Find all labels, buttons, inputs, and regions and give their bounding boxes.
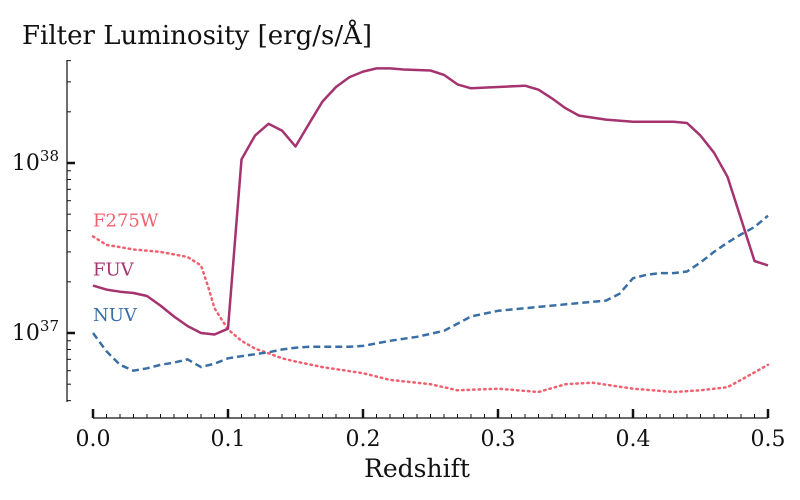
- series-line-fuv: [92, 67, 769, 336]
- chart-title: Filter Luminosity [erg/s/Å]: [22, 19, 372, 51]
- series-line-f275w: [91, 235, 770, 394]
- x-tick-label: 0.0: [76, 427, 111, 452]
- y-tick-label: 1037: [12, 317, 59, 346]
- x-tick-label: 0.3: [481, 427, 516, 452]
- series-label-f275w: F275W: [93, 210, 159, 231]
- x-tick-label: 0.1: [211, 427, 246, 452]
- series-layer: [91, 67, 770, 394]
- x-axis: 0.0 0.1 0.2 0.3 0.4 0.5: [76, 409, 786, 452]
- y-tick-label: 1038: [12, 147, 59, 176]
- x-tick-label: 0.2: [346, 427, 381, 452]
- y-axis: 1037 1038: [12, 60, 75, 402]
- x-axis-label: Redshift: [364, 454, 470, 483]
- series-label-nuv: NUV: [93, 305, 138, 326]
- series-line-nuv: [91, 214, 769, 372]
- x-tick-label: 0.5: [751, 427, 786, 452]
- series-labels: F275W FUV NUV: [93, 210, 159, 326]
- x-tick-label: 0.4: [616, 427, 651, 452]
- series-label-fuv: FUV: [93, 260, 135, 281]
